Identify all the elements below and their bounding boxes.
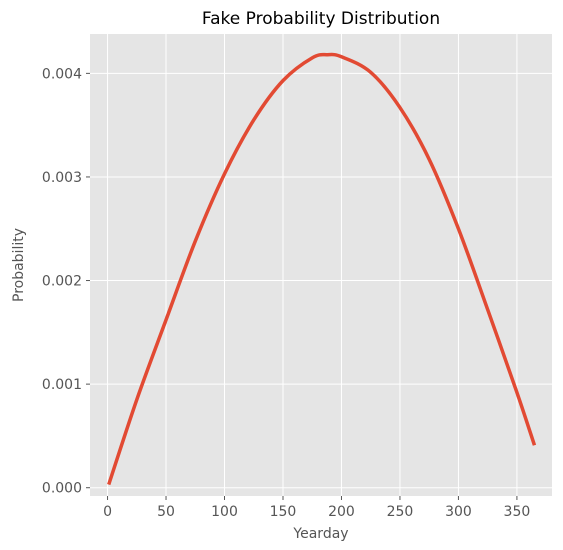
- x-tick-label: 350: [504, 504, 531, 520]
- series-line-0: [107, 52, 537, 486]
- y-axis-label: Probability: [11, 228, 27, 302]
- x-tick-label: 150: [270, 504, 297, 520]
- y-tick-label: 0.000: [42, 481, 82, 497]
- x-tick-label: 200: [328, 504, 355, 520]
- x-tick-label: 100: [211, 504, 238, 520]
- tick-layer: 0 50 100 150 200 250 300 350 0.000 0.001 0.002 0.00…: [42, 66, 530, 520]
- y-tick-label: 0.001: [42, 377, 82, 393]
- series-layer: [107, 52, 537, 486]
- x-tick-label: 0: [103, 504, 112, 520]
- x-axis-label: Yearday: [292, 526, 348, 542]
- grid-layer: [90, 34, 552, 496]
- y-tick-label: 0.004: [42, 66, 82, 82]
- plot-area: [90, 34, 552, 496]
- y-tick-label: 0.003: [42, 170, 82, 186]
- chart-title: Fake Probability Distribution: [202, 9, 440, 29]
- x-tick-label: 300: [445, 504, 472, 520]
- x-tick-label: 250: [387, 504, 414, 520]
- y-tick-label: 0.002: [42, 274, 82, 290]
- x-tick-label: 50: [157, 504, 175, 520]
